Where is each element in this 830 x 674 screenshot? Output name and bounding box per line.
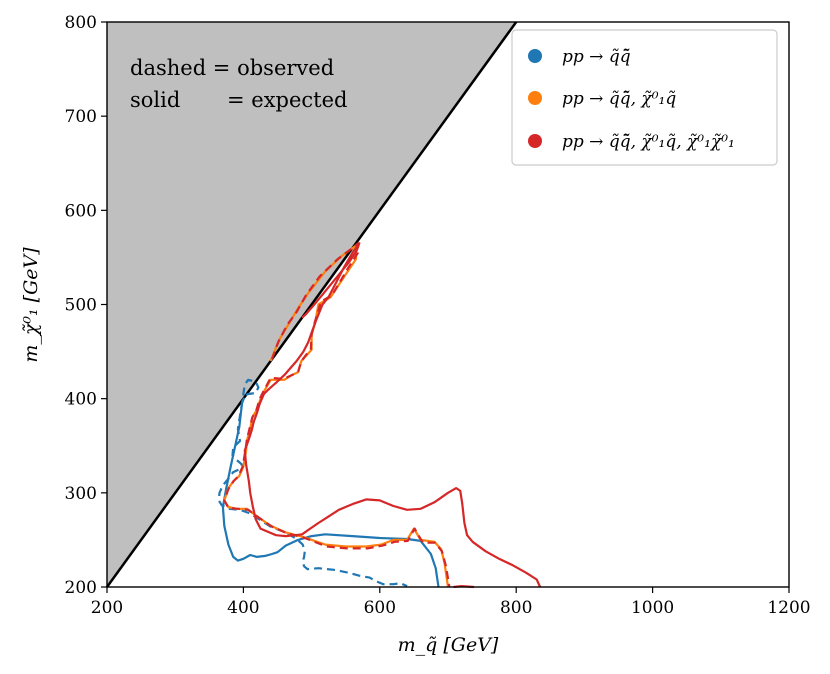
y-tick-label: 600 xyxy=(65,201,97,221)
contour-red-expected xyxy=(243,242,542,588)
contour-series xyxy=(217,242,542,589)
x-tick-label: 400 xyxy=(227,598,259,618)
x-tick-label: 200 xyxy=(91,598,123,618)
legend-marker-red xyxy=(528,134,542,148)
y-tick-label: 500 xyxy=(65,296,97,316)
contour-red-observed xyxy=(223,242,451,588)
legend-label-red: pp → q̃q̃̄, χ̃⁰₁q̃, χ̃⁰₁χ̃⁰₁ xyxy=(562,132,735,152)
y-tick-label: 400 xyxy=(65,390,97,410)
contour-blue-observed xyxy=(217,378,408,588)
y-axis-label: m_χ̃⁰₁ [GeV] xyxy=(20,247,42,363)
x-tick-label: 800 xyxy=(500,598,532,618)
y-axis-label-text: m_χ̃⁰₁ [GeV] xyxy=(20,247,42,363)
y-tick-label: 300 xyxy=(65,484,97,504)
x-tick-label: 1200 xyxy=(767,598,810,618)
y-ticks: 200 300 400 500 600 700 800 xyxy=(65,13,107,598)
annotation-observed: dashed = observed xyxy=(130,56,334,80)
legend-label-blue: pp → q̃q̃̄ xyxy=(562,47,631,67)
y-tick-label: 700 xyxy=(65,107,97,127)
contour-blue-expected xyxy=(221,397,440,588)
kinematic-boundary-line xyxy=(105,21,518,588)
x-axis-label: m_q̃ [GeV] xyxy=(398,634,499,656)
legend-marker-orange xyxy=(528,91,542,105)
x-axis-label-text: m_q̃ [GeV] xyxy=(398,634,499,656)
x-tick-label: 600 xyxy=(364,598,396,618)
legend-label-orange: pp → q̃q̃̄, χ̃⁰₁q̃ xyxy=(562,89,676,109)
y-tick-label: 800 xyxy=(65,13,97,33)
legend: pp → q̃q̃̄ pp → q̃q̃̄, χ̃⁰₁q̃ pp → q̃q̃̄… xyxy=(511,29,778,166)
annotation-expected-value: = expected xyxy=(227,88,347,112)
x-tick-label: 1000 xyxy=(631,598,674,618)
legend-marker-blue xyxy=(528,49,542,63)
annotation-expected-key: solid xyxy=(130,88,180,112)
x-ticks: 200 400 600 800 1000 1200 xyxy=(91,587,811,618)
y-tick-label: 200 xyxy=(65,578,97,598)
legend-box xyxy=(511,29,778,166)
